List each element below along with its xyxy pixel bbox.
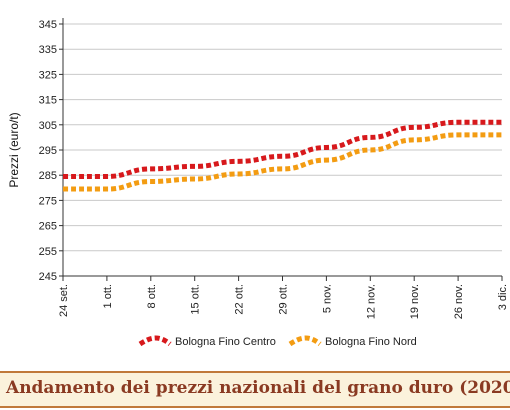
series-line-nord — [62, 132, 502, 192]
legend-swatch — [138, 335, 172, 347]
series-line-centro — [62, 119, 502, 179]
x-tick-label: 5 nov. — [321, 284, 333, 313]
series — [62, 119, 503, 192]
y-tick-label: 245 — [39, 271, 57, 283]
chart: 245 255 265 275 285 295 305 315 325 335 345 24 set.… — [7, 18, 509, 348]
y-axis-label: Prezzi (euro/t) — [7, 112, 21, 187]
x-tick-label: 19 nov. — [409, 284, 421, 319]
line-chart: 245 255 265 275 285 295 305 315 325 335 345 24 set.… — [7, 18, 509, 348]
y-tick-label: 285 — [39, 170, 57, 182]
y-tick-label: 275 — [39, 195, 57, 207]
y-tick-label: 255 — [39, 246, 57, 258]
grid — [63, 23, 502, 252]
legend: Bologna Fino Centro Bologna Fino Nord — [138, 335, 417, 348]
x-tick-label: 12 nov. — [365, 284, 377, 319]
x-tick-label: 26 nov. — [453, 284, 465, 319]
y-tick-label: 315 — [39, 95, 57, 107]
y-tick-label: 295 — [39, 145, 57, 157]
y-tick-label: 345 — [39, 19, 57, 31]
legend-swatch — [288, 335, 322, 347]
legend-label: Bologna Fino Nord — [325, 336, 417, 348]
legend-label: Bologna Fino Centro — [175, 336, 276, 348]
y-tick-label: 325 — [39, 69, 57, 81]
x-tick-label: 3 dic. — [497, 284, 509, 310]
caption-bar: Andamento dei prezzi nazionali del grano… — [0, 371, 510, 408]
x-tick-label: 29 ott. — [278, 284, 290, 315]
x-tick-label: 24 set. — [58, 284, 70, 317]
x-tick-label: 1 ott. — [102, 284, 114, 308]
y-tick-label: 305 — [39, 120, 57, 132]
chart-title: Andamento dei prezzi nazionali del grano… — [6, 378, 510, 398]
y-tick-label: 335 — [39, 44, 57, 56]
y-tick-label: 265 — [39, 221, 57, 233]
x-tick-label: 22 ott. — [234, 284, 246, 315]
x-tick-label: 15 ott. — [190, 284, 202, 315]
axes: 245 255 265 275 285 295 305 315 325 335 345 24 set.… — [7, 18, 509, 319]
x-tick-label: 8 ott. — [146, 284, 158, 308]
